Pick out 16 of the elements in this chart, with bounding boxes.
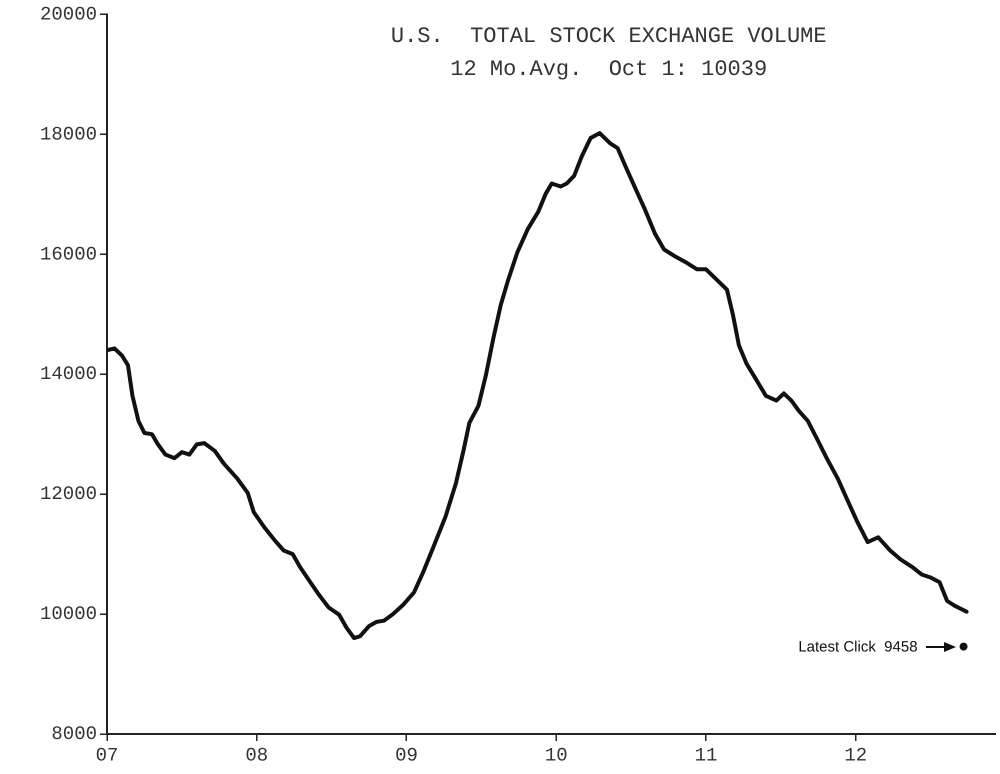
- y-tick-label: 16000: [40, 243, 97, 266]
- annotation: Latest Click 9458: [798, 638, 918, 656]
- x-tick-label: 08: [245, 744, 268, 766]
- x-tick-label: 07: [96, 744, 118, 766]
- x-tick-label: 12: [844, 744, 868, 766]
- text: U.S. TOTAL STOCK EXCHANGE VOLUME: [390, 24, 827, 50]
- x-tick-label: 10: [544, 744, 568, 766]
- y-tick-label: 18000: [40, 123, 97, 146]
- y-tick-label: 10000: [40, 603, 97, 626]
- x-tick-label: 09: [395, 744, 418, 766]
- y-tick-label: 14000: [40, 363, 97, 386]
- x-tick-label: 11: [694, 744, 718, 766]
- text: 12 Mo.Avg. Oct 1: 10039: [450, 57, 768, 82]
- y-tick-label: 12000: [40, 483, 97, 506]
- y-tick-label: 8000: [51, 723, 97, 746]
- y-tick-label: 20000: [40, 3, 97, 26]
